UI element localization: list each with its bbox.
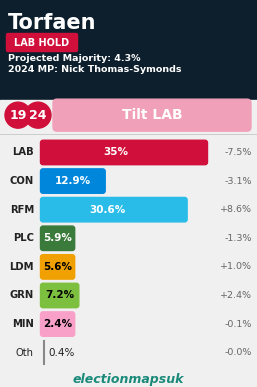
Text: 24: 24	[29, 109, 47, 122]
FancyBboxPatch shape	[6, 34, 78, 51]
Text: 19: 19	[9, 109, 27, 122]
Text: 5.6%: 5.6%	[43, 262, 72, 272]
Text: PLC: PLC	[13, 233, 34, 243]
Text: 30.6%: 30.6%	[89, 205, 126, 215]
Text: 12.9%: 12.9%	[55, 176, 91, 186]
Text: 0.4%: 0.4%	[48, 348, 74, 358]
FancyBboxPatch shape	[41, 255, 75, 279]
Text: MIN: MIN	[12, 319, 34, 329]
Text: -1.3%: -1.3%	[225, 234, 252, 243]
Text: LDM: LDM	[10, 262, 34, 272]
Text: CON: CON	[10, 176, 34, 186]
Text: RFM: RFM	[10, 205, 34, 215]
Circle shape	[25, 102, 51, 128]
Text: Projected Majority: 4.3%: Projected Majority: 4.3%	[8, 54, 141, 63]
Text: -3.1%: -3.1%	[225, 176, 252, 186]
FancyBboxPatch shape	[41, 283, 79, 308]
Text: LAB HOLD: LAB HOLD	[14, 38, 70, 48]
Text: +1.0%: +1.0%	[220, 262, 252, 271]
Text: -7.5%: -7.5%	[225, 148, 252, 157]
Bar	[0, 0, 257, 114]
Text: 35%: 35%	[104, 147, 128, 158]
FancyBboxPatch shape	[53, 99, 251, 131]
Text: 7.2%: 7.2%	[45, 291, 74, 300]
FancyBboxPatch shape	[41, 197, 187, 222]
Text: Oth: Oth	[16, 348, 34, 358]
Text: -0.0%: -0.0%	[225, 348, 252, 357]
Text: 2.4%: 2.4%	[43, 319, 72, 329]
Text: electionmapsuk: electionmapsuk	[72, 373, 184, 385]
Text: 5.9%: 5.9%	[43, 233, 72, 243]
Text: LAB: LAB	[12, 147, 34, 158]
Text: Tilt LAB: Tilt LAB	[122, 108, 182, 122]
FancyBboxPatch shape	[41, 226, 75, 250]
Circle shape	[5, 102, 31, 128]
Text: Torfaen: Torfaen	[8, 13, 96, 33]
Text: 2024 MP: Nick Thomas-Symonds: 2024 MP: Nick Thomas-Symonds	[8, 65, 181, 74]
Bar	[0, 100, 257, 130]
Text: GRN: GRN	[10, 291, 34, 300]
Text: -0.1%: -0.1%	[225, 320, 252, 329]
FancyBboxPatch shape	[41, 312, 75, 336]
Text: +8.6%: +8.6%	[220, 205, 252, 214]
Text: +2.4%: +2.4%	[220, 291, 252, 300]
FancyBboxPatch shape	[41, 169, 105, 193]
Bar	[0, 114, 257, 387]
FancyBboxPatch shape	[41, 140, 207, 165]
